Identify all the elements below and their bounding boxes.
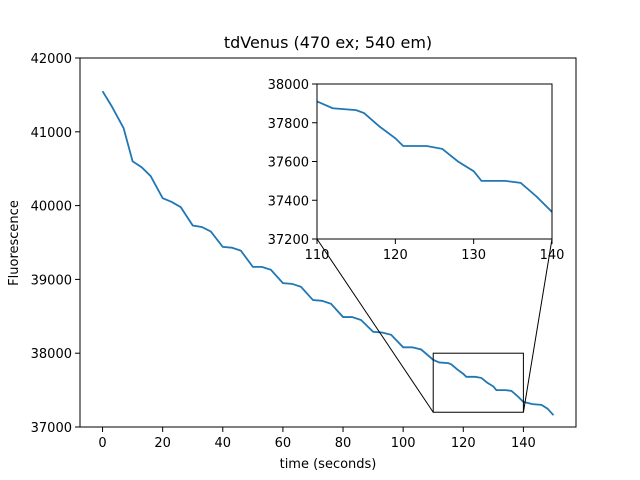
y-tick-label: 37600 (268, 156, 309, 171)
y-tick-label: 37400 (268, 194, 309, 209)
y-tick-label: 38000 (268, 78, 309, 93)
y-tick-label: 37000 (31, 421, 72, 436)
zoom-box (432, 352, 524, 413)
x-tick-label: 100 (391, 436, 416, 451)
inset-bg (317, 84, 552, 239)
y-tick-label: 40000 (31, 200, 72, 215)
y-tick-label: 37800 (268, 117, 309, 132)
inset-frame (316, 83, 553, 240)
connector (522, 238, 553, 413)
x-tick-label: 60 (275, 436, 292, 451)
x-tick-label: 140 (511, 436, 536, 451)
x-tick-label: 140 (540, 248, 565, 263)
x-tick-label: 20 (154, 436, 171, 451)
x-tick-label: 40 (215, 436, 232, 451)
y-axis-label: Fluorescence (7, 200, 22, 286)
y-tick-label: 37200 (268, 233, 309, 248)
x-tick-label: 80 (335, 436, 352, 451)
y-tick-label: 42000 (31, 52, 72, 67)
y-tick-label: 38000 (31, 347, 72, 362)
connector (316, 238, 434, 413)
x-axis-label: time (seconds) (280, 457, 377, 472)
data-line (101, 90, 555, 416)
y-tick-label: 41000 (31, 126, 72, 141)
y-tick-label: 39000 (31, 273, 72, 288)
plot-frame (79, 57, 577, 428)
x-tick-label: 120 (383, 248, 408, 263)
x-tick-label: 130 (461, 248, 486, 263)
x-tick-label: 110 (305, 248, 330, 263)
chart-title: tdVenus (470 ex; 540 em) (224, 33, 432, 52)
x-tick-label: 120 (451, 436, 476, 451)
x-tick-label: 0 (98, 436, 106, 451)
data-line (317, 100, 552, 213)
